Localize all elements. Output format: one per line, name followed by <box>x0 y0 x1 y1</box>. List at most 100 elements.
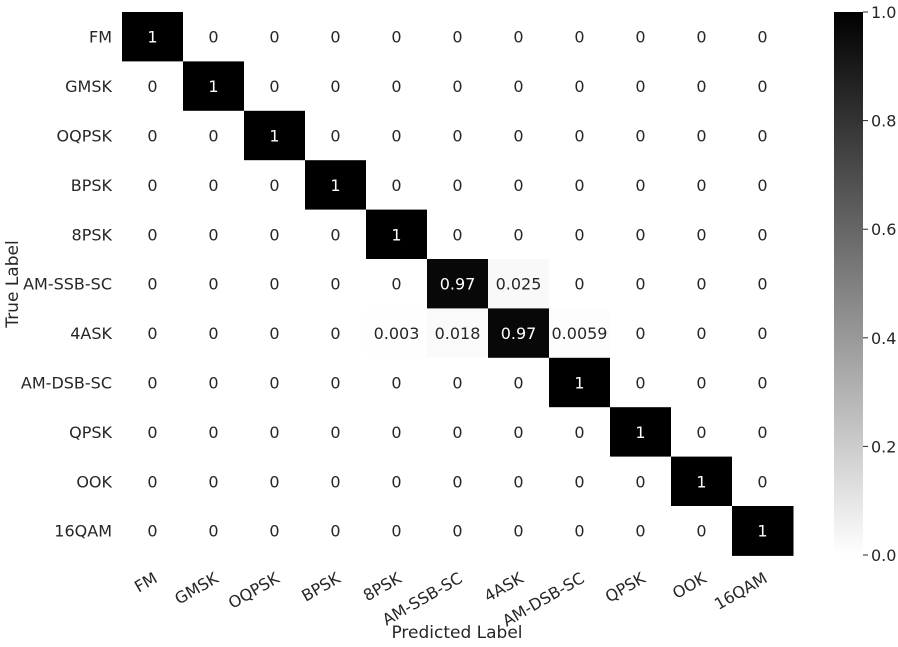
cell-annotation: 1 <box>330 176 340 195</box>
heatmap-cell <box>122 12 184 62</box>
cell-annotation: 0 <box>574 275 584 294</box>
cell-annotation: 0 <box>147 77 157 96</box>
heatmap-cell <box>488 160 550 211</box>
heatmap-cell <box>366 308 428 359</box>
heatmap-cell <box>122 308 184 359</box>
cell-annotation: 1 <box>391 225 401 244</box>
cell-annotation: 0 <box>391 176 401 195</box>
cell-annotation: 0 <box>452 374 462 393</box>
cell-annotation: 0 <box>574 176 584 195</box>
cell-annotation: 0 <box>330 472 340 491</box>
heatmap-cell <box>732 308 794 359</box>
colorbar-gradient <box>834 12 863 555</box>
cell-annotation: 0 <box>513 28 523 47</box>
cell-annotation: 0 <box>757 176 767 195</box>
heatmap-cell <box>610 160 672 211</box>
cell-annotation: 0 <box>391 275 401 294</box>
cell-annotation: 0 <box>513 176 523 195</box>
cell-annotation: 0 <box>208 472 218 491</box>
heatmap-cell <box>244 357 306 408</box>
cell-annotation: 0 <box>574 472 584 491</box>
cell-annotation: 0 <box>208 324 218 343</box>
heatmap-cell <box>427 357 489 408</box>
cell-annotation: 0.0059 <box>552 324 608 343</box>
cell-annotation: 0 <box>330 275 340 294</box>
colorbar-tick-label: 0.8 <box>871 112 896 131</box>
x-axis-label: Predicted Label <box>391 623 522 643</box>
cell-annotation: 0 <box>635 77 645 96</box>
cell-annotation: 0 <box>635 374 645 393</box>
cell-annotation: 0 <box>635 522 645 541</box>
cell-annotation: 0 <box>147 324 157 343</box>
cell-annotation: 0 <box>635 275 645 294</box>
cell-annotation: 0 <box>330 77 340 96</box>
heatmap-cell <box>610 308 672 359</box>
cell-annotation: 0 <box>452 423 462 442</box>
cell-annotation: 0 <box>147 127 157 146</box>
cell-annotation: 0 <box>330 225 340 244</box>
colorbar: 0.0 0.2 0.4 0.6 0.8 1.0 <box>834 3 896 565</box>
cell-annotation: 0 <box>696 324 706 343</box>
heatmap-cell <box>305 110 367 161</box>
heatmap-cell <box>427 259 489 309</box>
heatmap-cell <box>732 160 794 211</box>
cell-annotation: 0 <box>696 275 706 294</box>
cell-annotation: 0 <box>696 176 706 195</box>
cell-annotation: 0 <box>208 28 218 47</box>
heatmap-cell <box>732 110 794 161</box>
cell-annotation: 0 <box>391 28 401 47</box>
cell-annotation: 0 <box>391 127 401 146</box>
heatmap-cell <box>671 110 733 161</box>
cell-annotation: 0 <box>452 522 462 541</box>
y-tick-label-4ask: 4ASK <box>70 324 112 343</box>
x-tick-label-16qam: 16QAM <box>711 568 770 613</box>
cell-annotation: 0 <box>269 423 279 442</box>
cell-annotation: 0 <box>452 77 462 96</box>
heatmap-cell <box>244 110 306 161</box>
cell-annotation: 0 <box>208 522 218 541</box>
x-tick-label-8psk: 8PSK <box>360 568 405 605</box>
heatmap-cell <box>549 407 611 458</box>
cell-annotation: 0 <box>147 225 157 244</box>
cell-annotation: 0 <box>452 127 462 146</box>
heatmap-cell <box>366 110 428 161</box>
cell-annotation: 1 <box>757 522 767 541</box>
cell-annotation: 0 <box>635 225 645 244</box>
cell-annotation: 0 <box>574 522 584 541</box>
cell-annotation: 0 <box>574 127 584 146</box>
cell-annotation: 0 <box>208 423 218 442</box>
y-tick-label-qpsk: QPSK <box>69 423 112 442</box>
heatmap-cell <box>488 357 550 408</box>
cell-annotation: 0 <box>391 374 401 393</box>
cell-annotation: 0 <box>513 127 523 146</box>
heatmap-cell <box>366 259 428 309</box>
heatmap-cell <box>305 357 367 408</box>
cell-annotation: 0 <box>696 522 706 541</box>
heatmap-cell <box>366 61 428 112</box>
heatmap-cell <box>732 407 794 458</box>
cell-annotation: 0 <box>635 28 645 47</box>
cell-annotation: 0 <box>147 176 157 195</box>
heatmap-cell <box>732 259 794 309</box>
cell-annotation: 0 <box>269 28 279 47</box>
heatmap-cell <box>183 160 245 211</box>
heatmap-cell <box>244 160 306 211</box>
heatmap-cell <box>122 110 184 161</box>
heatmap-cell <box>427 12 489 62</box>
heatmap-cell <box>671 456 733 507</box>
cell-annotation: 0 <box>391 423 401 442</box>
cell-annotation: 0 <box>635 176 645 195</box>
heatmap-cell <box>671 308 733 359</box>
cell-annotation: 0 <box>147 472 157 491</box>
y-tick-label-ook: OOK <box>76 472 112 491</box>
heatmap-cell <box>183 308 245 359</box>
heatmap-cell <box>305 308 367 359</box>
colorbar-tick-label: 0.6 <box>871 220 896 239</box>
heatmap-cell <box>610 259 672 309</box>
cell-annotation: 0 <box>757 423 767 442</box>
heatmap-cell <box>183 61 245 112</box>
heatmap-cell <box>732 456 794 507</box>
heatmap-cell <box>488 506 550 556</box>
heatmap-cells <box>122 12 794 556</box>
